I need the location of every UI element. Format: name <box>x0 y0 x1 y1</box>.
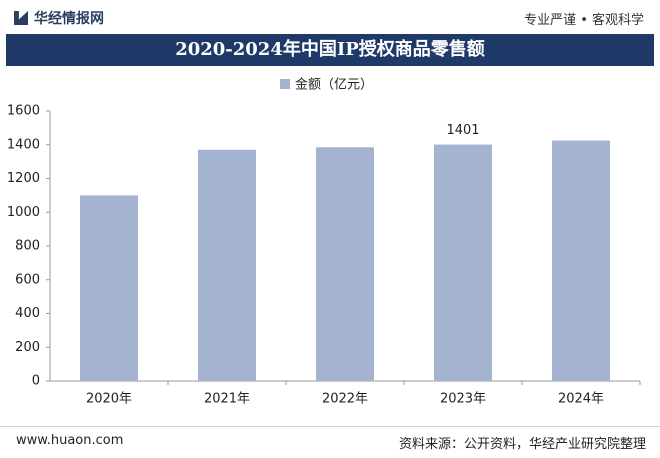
y-tick-label: 600 <box>15 272 40 287</box>
top-bar: 华经情报网 专业严谨 • 客观科学 <box>0 0 660 34</box>
y-tick-label: 400 <box>15 306 40 321</box>
data-label: 1401 <box>446 123 479 138</box>
x-tick-label: 2021年 <box>204 392 250 407</box>
chart: 金额（亿元） 0 200 400 600 800 1000 1200 1400 1600 2020年… <box>7 77 641 407</box>
legend-swatch <box>280 79 290 89</box>
source-note: 资料来源：公开资料，华经产业研究院整理 <box>398 437 646 452</box>
y-tick-label: 0 <box>32 374 40 389</box>
bar <box>434 144 492 381</box>
x-tick-label: 2020年 <box>86 392 132 407</box>
bar <box>80 195 138 381</box>
y-tick-label: 1000 <box>7 205 40 220</box>
logo-text: 华经情报网 <box>34 11 104 27</box>
x-tick-label: 2024年 <box>558 392 604 407</box>
bar <box>316 147 374 381</box>
x-tick-label: 2023年 <box>440 392 486 407</box>
bar <box>552 140 610 381</box>
slogan: 专业严谨 • 客观科学 <box>524 13 644 28</box>
site-url: www.huaon.com <box>16 433 124 448</box>
y-tick-label: 1200 <box>7 171 40 186</box>
legend-label: 金额（亿元） <box>295 77 373 93</box>
chart-title: 2020-2024年中国IP授权商品零售额 <box>6 34 654 66</box>
y-tick-label: 1600 <box>7 104 40 119</box>
x-tick-label: 2022年 <box>322 392 368 407</box>
y-tick-label: 1400 <box>7 137 40 152</box>
y-tick-label: 800 <box>15 239 40 254</box>
footer: www.huaon.com 资料来源：公开资料，华经产业研究院整理 <box>0 426 660 458</box>
logo: 华经情报网 <box>14 8 104 28</box>
y-tick-label: 200 <box>15 340 40 355</box>
bar <box>198 149 256 381</box>
